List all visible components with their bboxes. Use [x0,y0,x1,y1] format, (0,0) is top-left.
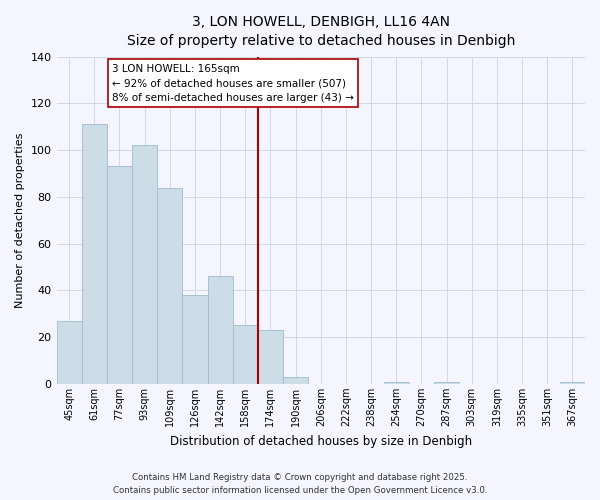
Bar [56,321,82,384]
Bar [258,330,283,384]
Bar [157,188,182,384]
Text: Contains HM Land Registry data © Crown copyright and database right 2025.
Contai: Contains HM Land Registry data © Crown c… [113,474,487,495]
Bar [233,326,258,384]
Title: 3, LON HOWELL, DENBIGH, LL16 4AN
Size of property relative to detached houses in: 3, LON HOWELL, DENBIGH, LL16 4AN Size of… [127,15,515,48]
Bar [383,382,409,384]
Bar [107,166,132,384]
Bar [560,382,585,384]
Bar [208,276,233,384]
Bar [82,124,107,384]
Bar [283,377,308,384]
X-axis label: Distribution of detached houses by size in Denbigh: Distribution of detached houses by size … [170,434,472,448]
Text: 3 LON HOWELL: 165sqm
← 92% of detached houses are smaller (507)
8% of semi-detac: 3 LON HOWELL: 165sqm ← 92% of detached h… [112,64,354,103]
Bar [182,295,208,384]
Y-axis label: Number of detached properties: Number of detached properties [15,132,25,308]
Bar [434,382,459,384]
Bar [132,146,157,384]
